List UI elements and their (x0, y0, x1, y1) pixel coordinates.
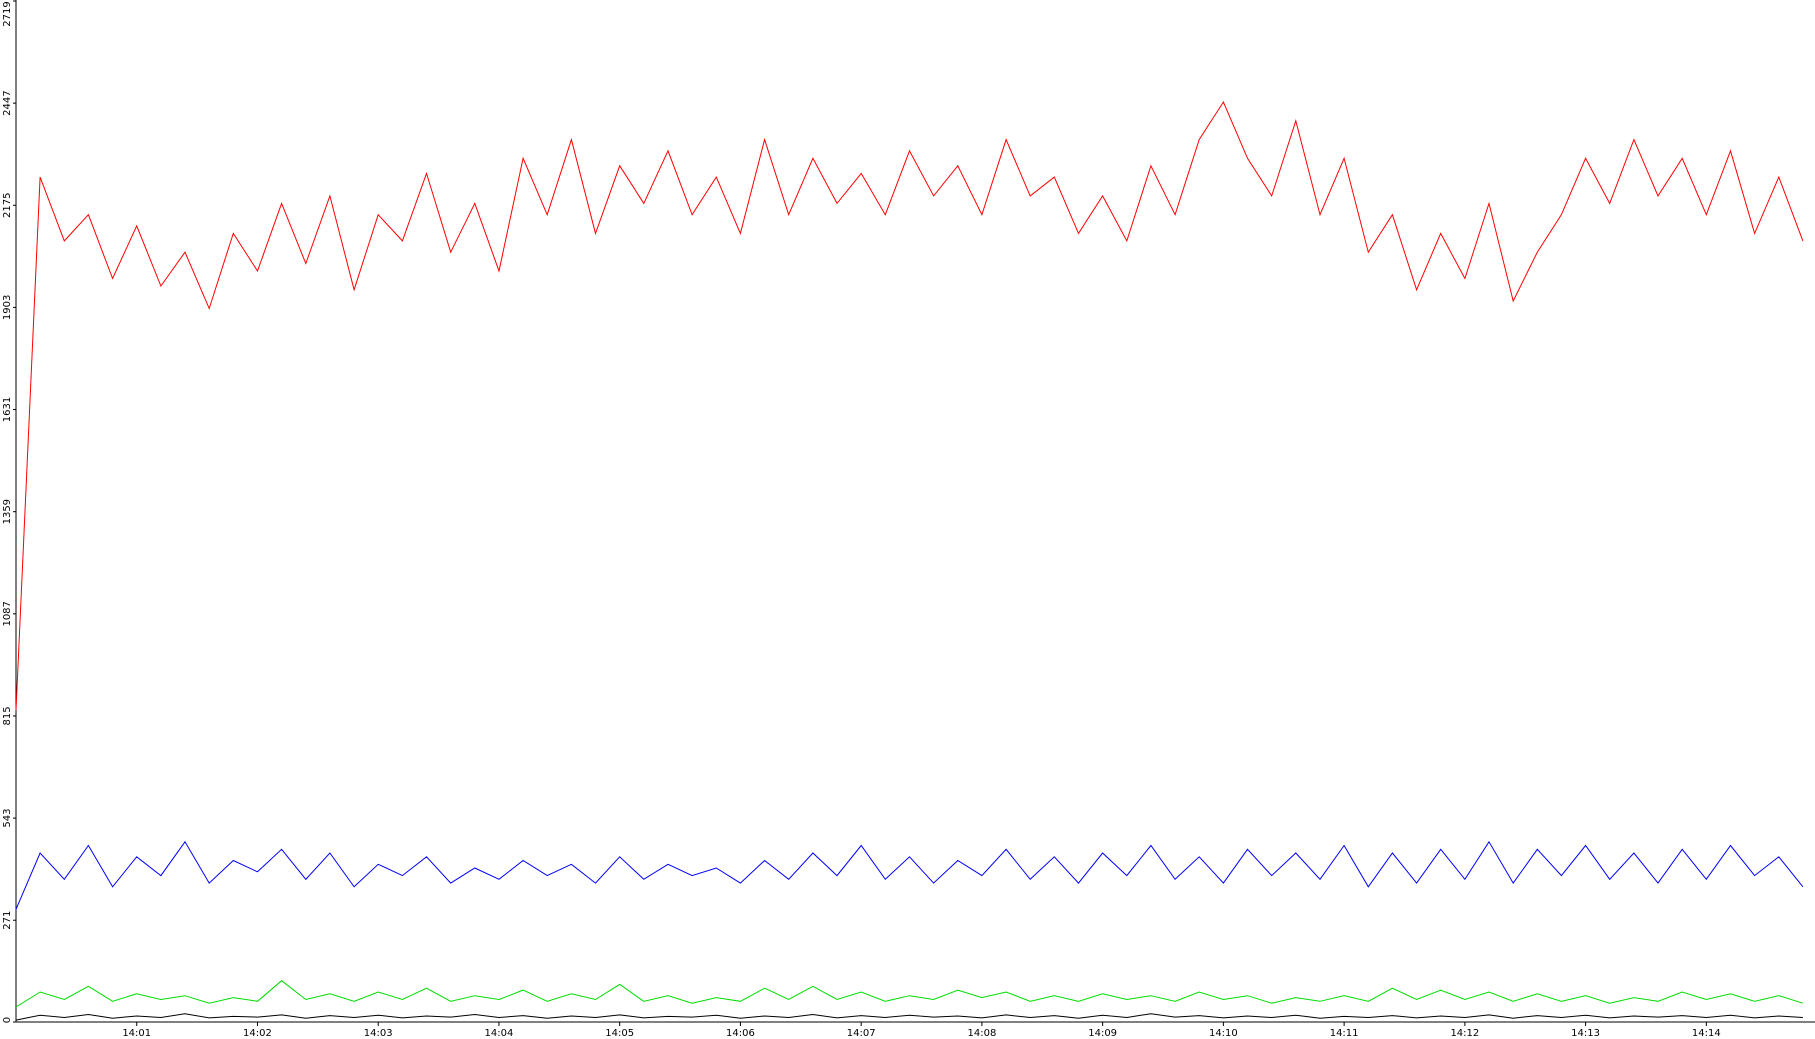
series-line (15, 980, 1804, 1008)
y-tick-label: 2175 (2, 193, 13, 218)
x-tick-label: 14:12 (1450, 1028, 1479, 1039)
x-tick-label: 14:04 (485, 1028, 514, 1039)
x-tick-label: 14:08 (967, 1028, 996, 1039)
series-line (15, 1013, 1803, 1021)
y-tick-label: 2719 (2, 1, 13, 26)
x-tick-label: 14:13 (1571, 1028, 1600, 1039)
y-tick-label: 1631 (2, 397, 13, 422)
x-tick-label: 14:10 (1209, 1028, 1238, 1039)
y-tick-label: 0 (2, 1017, 13, 1023)
y-tick-label: 543 (2, 809, 13, 828)
x-tick-label: 14:09 (1088, 1028, 1117, 1039)
series-line (15, 100, 1804, 711)
x-tick-label: 14:03 (364, 1028, 393, 1039)
y-tick-label: 2447 (2, 90, 13, 115)
x-tick-label: 14:11 (1330, 1028, 1359, 1039)
x-tick-label: 14:14 (1692, 1028, 1721, 1039)
y-tick-label: 815 (2, 706, 13, 725)
y-tick-label: 1087 (2, 601, 13, 626)
y-tick-label: 1903 (2, 295, 13, 320)
y-tick-label: 271 (2, 911, 13, 930)
x-tick-label: 14:05 (605, 1028, 634, 1039)
x-tick-label: 14:01 (122, 1028, 151, 1039)
y-tick-label: 1359 (2, 499, 13, 524)
x-tick-label: 14:07 (847, 1028, 876, 1039)
x-tick-label: 14:06 (726, 1028, 755, 1039)
series-line (15, 840, 1804, 910)
x-tick-label: 14:02 (243, 1028, 272, 1039)
